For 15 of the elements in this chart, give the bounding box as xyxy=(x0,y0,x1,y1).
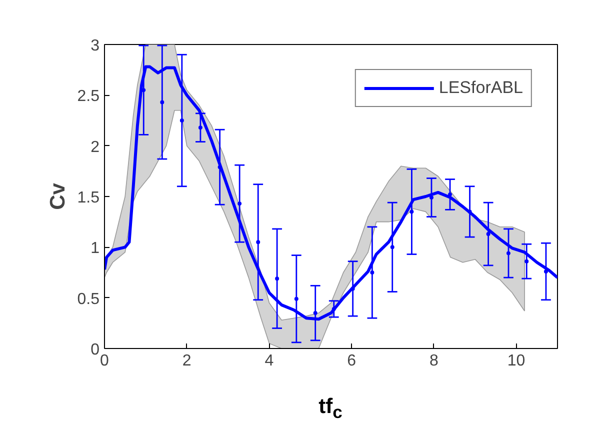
x-axis-title: tf$_{c}$ xyxy=(318,394,342,424)
x-tick-label: 6 xyxy=(347,352,356,370)
x-tick-label: 10 xyxy=(507,352,526,370)
x-tick-label: 8 xyxy=(430,352,439,370)
y-axis-title: Cv xyxy=(46,182,70,210)
y-tick-label: 1 xyxy=(90,240,100,258)
y-tick-label: 0 xyxy=(90,342,100,358)
y-tick-label: 1.5 xyxy=(77,190,100,206)
y-tick-label: 3 xyxy=(90,38,100,54)
y-tick-label: 2 xyxy=(90,138,100,156)
y-tick-label: 0.5 xyxy=(77,290,100,308)
y-tick-label: 2.5 xyxy=(77,88,100,106)
x-tick-label: 4 xyxy=(264,352,274,370)
legend-label: LESforABL xyxy=(438,78,523,98)
x-tick-label: 2 xyxy=(182,352,192,370)
